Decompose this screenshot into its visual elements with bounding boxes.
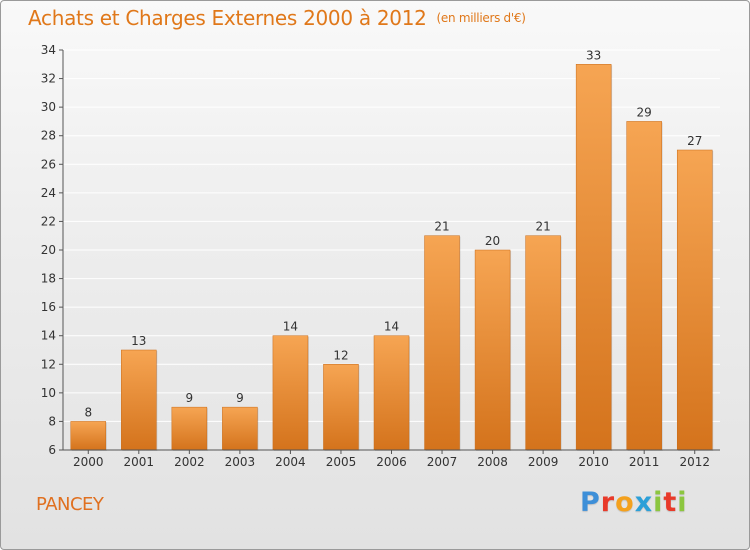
axes: 6 8 10 12 14 16 18 20 22 24 26 28 30 32 34 2000 2001 2002…	[41, 43, 720, 469]
bar-value-label: 8	[84, 405, 92, 419]
bar	[222, 406, 258, 451]
bar-value-label: 21	[434, 220, 449, 234]
logo-letter: i	[653, 487, 664, 518]
logo-letter: P	[580, 487, 601, 518]
chart-title: Achats et Charges Externes 2000 à 2012 (e…	[28, 6, 526, 30]
y-tick-label: 22	[41, 214, 56, 228]
x-tick-label: 2011	[629, 455, 660, 469]
bar-value-label: 20	[485, 234, 500, 248]
bar-value-label: 14	[384, 320, 399, 334]
logo-letter: r	[600, 487, 616, 518]
commune-name: PANCEY	[36, 494, 104, 515]
bar	[626, 121, 662, 451]
bar	[676, 149, 713, 451]
logo-letter: x	[634, 487, 654, 518]
y-tick-label: 20	[41, 243, 56, 257]
bar-value-label: 14	[283, 320, 298, 334]
x-tick-label: 2007	[427, 455, 458, 469]
chart-title-text: Achats et Charges Externes 2000 à 2012	[28, 6, 427, 30]
bar	[171, 406, 208, 451]
x-tick-label: 2009	[528, 455, 559, 469]
y-tick-label: 8	[48, 414, 56, 428]
bar-value-label: 29	[637, 105, 652, 119]
proxiti-logo: Proxiti	[580, 487, 688, 518]
y-tick-label: 30	[41, 100, 56, 114]
bar-value-label: 13	[131, 334, 146, 348]
bar	[323, 364, 359, 451]
bar	[424, 235, 460, 451]
x-tick-label: 2012	[679, 455, 710, 469]
x-tick-label: 2002	[174, 455, 205, 469]
y-tick-label: 26	[41, 157, 56, 171]
bar	[575, 64, 612, 451]
chart-unit: (en milliers d'€)	[436, 11, 526, 25]
bar-value-label: 12	[333, 348, 348, 362]
y-tick-label: 28	[41, 129, 56, 143]
y-tick-label: 6	[48, 443, 56, 457]
bar	[474, 249, 511, 451]
bar-value-label: 9	[186, 391, 194, 405]
bar-value-label: 9	[236, 391, 244, 405]
bar-value-label: 21	[535, 220, 550, 234]
bar-value-label: 27	[687, 134, 702, 148]
bar	[70, 421, 107, 451]
bar	[121, 349, 157, 451]
x-tick-label: 2001	[124, 455, 155, 469]
bar	[272, 335, 309, 451]
bar-value-label: 33	[586, 48, 601, 62]
x-tick-label: 2010	[578, 455, 609, 469]
x-tick-label: 2005	[326, 455, 357, 469]
logo-letter: i	[677, 487, 688, 518]
y-tick-label: 14	[41, 329, 56, 343]
bar	[525, 235, 561, 451]
y-tick-label: 34	[41, 43, 56, 57]
y-tick-label: 18	[41, 272, 56, 286]
x-tick-label: 2008	[477, 455, 508, 469]
bar	[373, 335, 410, 451]
y-tick-label: 32	[41, 72, 56, 86]
x-tick-label: 2000	[73, 455, 104, 469]
logo-letter: o	[615, 487, 635, 518]
y-tick-label: 12	[41, 357, 56, 371]
bars: 8 13 9 9 14 12 14 21 20 21 33 29 27	[70, 48, 714, 452]
y-tick-label: 24	[41, 186, 56, 200]
y-tick-label: 10	[41, 386, 56, 400]
logo-letter: t	[663, 487, 678, 518]
x-tick-label: 2004	[275, 455, 306, 469]
y-tick-label: 16	[41, 300, 56, 314]
x-tick-label: 2003	[225, 455, 256, 469]
x-tick-label: 2006	[376, 455, 407, 469]
